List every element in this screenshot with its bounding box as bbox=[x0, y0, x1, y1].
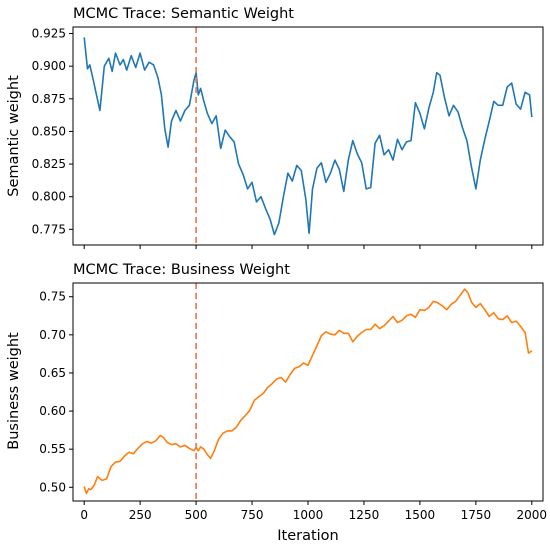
panel-business-weight: MCMC Trace: Business Weight Business wei… bbox=[6, 262, 547, 544]
y-tick-label: 0.800 bbox=[32, 190, 66, 204]
y-tick-label: 0.775 bbox=[32, 222, 66, 236]
y-tick-label: 0.60 bbox=[39, 404, 66, 418]
y-tick-label: 0.70 bbox=[39, 328, 66, 342]
x-tick-label: 250 bbox=[129, 508, 152, 522]
y-ticks-semantic: 0.775 0.800 0.825 0.850 0.875 0.900 0.925 bbox=[32, 27, 73, 236]
y-tick-label: 0.55 bbox=[39, 442, 66, 456]
trace-line bbox=[83, 288, 533, 495]
x-tick-label: 500 bbox=[185, 508, 208, 522]
x-tick-label: 1500 bbox=[405, 508, 436, 522]
y-tick-label: 0.850 bbox=[32, 124, 66, 138]
y-tick-label: 0.925 bbox=[32, 27, 66, 41]
panel-semantic-weight: MCMC Trace: Semantic Weight Semantic wei… bbox=[6, 6, 544, 249]
x-tick-label: 0 bbox=[80, 508, 88, 522]
plot-area-semantic bbox=[83, 27, 533, 245]
x-ticks-business: 0 250 500 750 1000 1250 1500 1750 2000 bbox=[80, 501, 547, 522]
chart-title-semantic: MCMC Trace: Semantic Weight bbox=[73, 6, 294, 22]
y-tick-label: 0.50 bbox=[39, 480, 66, 494]
x-tick-label: 1250 bbox=[349, 508, 380, 522]
x-axis-label-iteration: Iteration bbox=[277, 528, 339, 544]
y-axis-label-semantic: Semantic weight bbox=[6, 75, 22, 197]
y-tick-label: 0.825 bbox=[32, 157, 66, 171]
axes-frame-business bbox=[72, 282, 544, 502]
axes-frame-semantic bbox=[72, 26, 544, 246]
x-tick-label: 2000 bbox=[517, 508, 548, 522]
plot-area-business bbox=[83, 283, 533, 501]
x-tick-label: 1000 bbox=[293, 508, 324, 522]
x-tick-label: 1750 bbox=[461, 508, 492, 522]
x-tick-label: 750 bbox=[241, 508, 264, 522]
y-tick-label: 0.900 bbox=[32, 59, 66, 73]
y-axis-label-business: Business weight bbox=[6, 332, 22, 450]
chart-title-business: MCMC Trace: Business Weight bbox=[73, 262, 290, 278]
y-tick-label: 0.75 bbox=[39, 290, 66, 304]
x-ticks-semantic bbox=[83, 245, 533, 249]
y-tick-label: 0.875 bbox=[32, 92, 66, 106]
trace-line bbox=[83, 37, 533, 236]
y-ticks-business: 0.50 0.55 0.60 0.65 0.70 0.75 bbox=[39, 290, 73, 494]
y-tick-label: 0.65 bbox=[39, 366, 66, 380]
